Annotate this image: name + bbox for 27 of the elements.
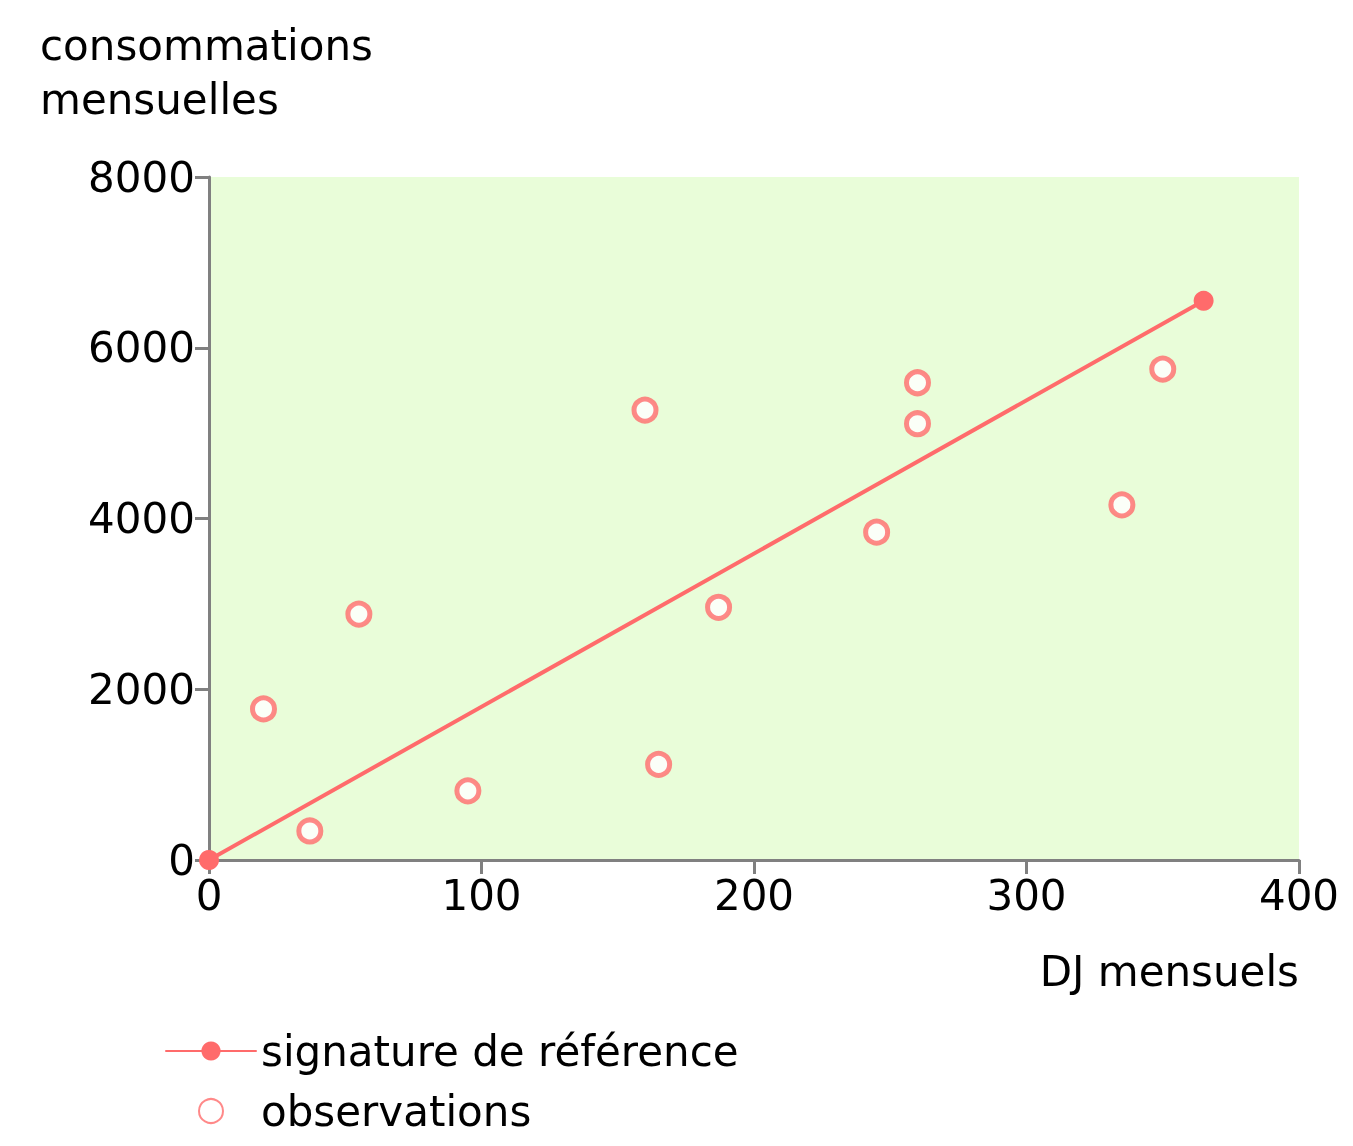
- x-tick-label: 200: [713, 870, 795, 920]
- point: [199, 850, 219, 870]
- y-axis-title: consommations mensuelles: [40, 20, 387, 124]
- point: [1108, 491, 1136, 519]
- y-tick-label: 0: [168, 835, 195, 885]
- x-axis-title: DJ mensuels: [1039, 946, 1299, 996]
- point: [454, 777, 482, 805]
- point: [645, 750, 673, 778]
- y-tick-label: 6000: [88, 323, 195, 373]
- y-tick-label: 8000: [88, 152, 195, 202]
- point: [345, 600, 373, 628]
- x-tick-label: 300: [986, 870, 1067, 920]
- x-tick-label: 100: [441, 870, 522, 920]
- point: [296, 817, 324, 845]
- legend-label: signature de référence: [261, 1026, 739, 1076]
- y-tick-label: 2000: [88, 664, 195, 714]
- point: [863, 518, 891, 546]
- x-tick-label: 400: [1258, 870, 1340, 920]
- point: [631, 396, 659, 424]
- point: [705, 593, 733, 621]
- point: [1149, 355, 1177, 383]
- point: [250, 695, 277, 723]
- legend-label: observations: [261, 1086, 532, 1136]
- point: [1193, 290, 1214, 311]
- point: [904, 410, 931, 438]
- y-tick-label: 4000: [88, 494, 195, 543]
- point: [904, 369, 931, 397]
